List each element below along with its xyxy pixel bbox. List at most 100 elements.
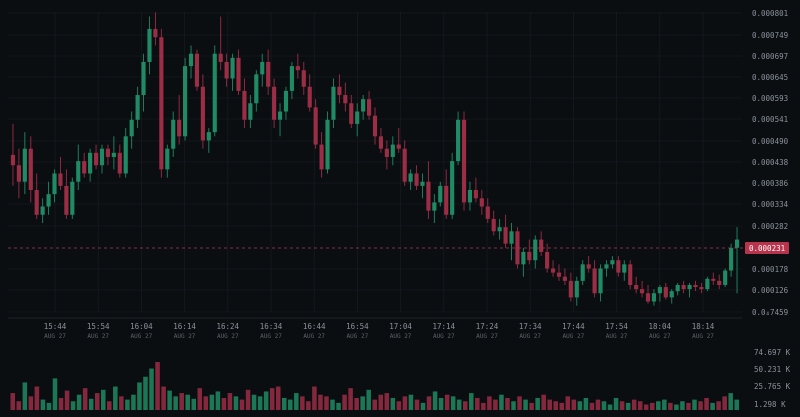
volume-bar [88, 398, 94, 410]
volume-bar [704, 397, 709, 410]
candle-body [295, 66, 300, 71]
candle-body [10, 154, 16, 166]
grid [8, 12, 742, 319]
candle-body [301, 70, 306, 87]
candle-body [562, 276, 567, 281]
candle-body [135, 95, 140, 120]
candle-body [408, 173, 413, 182]
candle-body [550, 268, 556, 273]
candle-body [485, 206, 490, 219]
volume-bar [559, 402, 565, 410]
candle-body [88, 152, 93, 174]
volume-bar [535, 397, 540, 410]
candle-body [177, 119, 182, 137]
candle-body [319, 144, 324, 170]
candle-body [568, 280, 573, 298]
candle-body [206, 132, 211, 141]
candle-body [438, 185, 443, 203]
volume-bar [686, 402, 691, 410]
volume-bar [438, 397, 444, 410]
volume-bar [197, 388, 203, 410]
volume-bar [288, 399, 293, 410]
last-price-text: 0.000231 [749, 244, 785, 253]
candle-body [165, 148, 170, 170]
candle-body [183, 66, 188, 137]
volume-bar [529, 402, 534, 410]
volume-bar [342, 394, 347, 410]
volume-bar [601, 401, 607, 410]
volume-bar [16, 401, 22, 410]
volume-bar [426, 396, 432, 410]
candle-body [491, 218, 496, 232]
date-tick-label: AUG 27 [692, 333, 714, 340]
volume-bar [360, 396, 365, 410]
volume-bar [408, 394, 414, 410]
candle-body [254, 74, 259, 104]
candle-body [533, 239, 538, 261]
volume-bar [450, 396, 456, 410]
volume-bar [619, 401, 625, 410]
candle-body [343, 95, 348, 104]
volume-bar [330, 399, 335, 410]
candle-body [580, 264, 585, 281]
candle-body [230, 57, 235, 79]
volume-bar [185, 394, 190, 410]
volume-bar [469, 393, 474, 410]
volume-bar [595, 399, 601, 410]
candle-body [76, 161, 81, 182]
time-tick-label: 16:54 [346, 322, 369, 331]
volume-bar [372, 399, 378, 410]
time-tick-label: 17:14 [433, 322, 456, 331]
volume-bar [505, 397, 510, 410]
date-tick-label: AUG 27 [649, 333, 671, 340]
volume-bar [390, 397, 396, 410]
candle-body [663, 287, 668, 298]
volume-bar [215, 391, 221, 410]
volume-bar [565, 396, 571, 410]
candle-body [723, 270, 728, 285]
volume-bar [384, 393, 390, 410]
volume-bar [722, 396, 727, 410]
volume-bar [481, 402, 486, 410]
volume-bar [245, 389, 251, 410]
candle-body [467, 190, 473, 203]
last-price-label-bg [745, 242, 789, 254]
volume-bar [300, 396, 305, 410]
volume-bar [625, 402, 631, 410]
volume-bar [499, 394, 504, 410]
candle-body [479, 198, 484, 207]
volume-bar [137, 382, 142, 410]
volume-bar [475, 397, 480, 410]
candle-body [497, 227, 502, 232]
price-tick-label: 0.000541 [752, 115, 788, 124]
price-tick-label: 0.000697 [752, 52, 788, 61]
volume-bar [656, 401, 661, 410]
volume-bar [493, 399, 498, 410]
date-tick-label: AUG 27 [217, 333, 239, 340]
candle-body [432, 202, 437, 211]
candle-body [461, 119, 467, 203]
time-tick-label: 17:54 [605, 322, 628, 331]
candle-body [325, 119, 330, 170]
date-tick-label: AUG 27 [174, 333, 196, 340]
candle-body [277, 111, 283, 120]
candle-body [200, 86, 205, 141]
price-tick-label: 0.000178 [752, 265, 789, 274]
candle-body [159, 37, 164, 170]
volume-bar [34, 386, 40, 410]
volume-bar [571, 399, 577, 410]
candle-body [592, 268, 597, 294]
price-tick-label: 0.000334 [752, 200, 789, 209]
candle-body [390, 144, 395, 157]
candle-body [527, 251, 532, 261]
candle-body [539, 239, 544, 252]
volume-bar [607, 404, 613, 410]
candle-body [313, 107, 318, 145]
volume-bars [10, 362, 739, 410]
date-tick-label: AUG 27 [44, 333, 66, 340]
candle-body [28, 148, 33, 191]
candle-body [545, 251, 550, 269]
price-tick-label: 0.000490 [752, 137, 789, 146]
volume-bar [511, 401, 516, 410]
candle-body [616, 260, 621, 273]
